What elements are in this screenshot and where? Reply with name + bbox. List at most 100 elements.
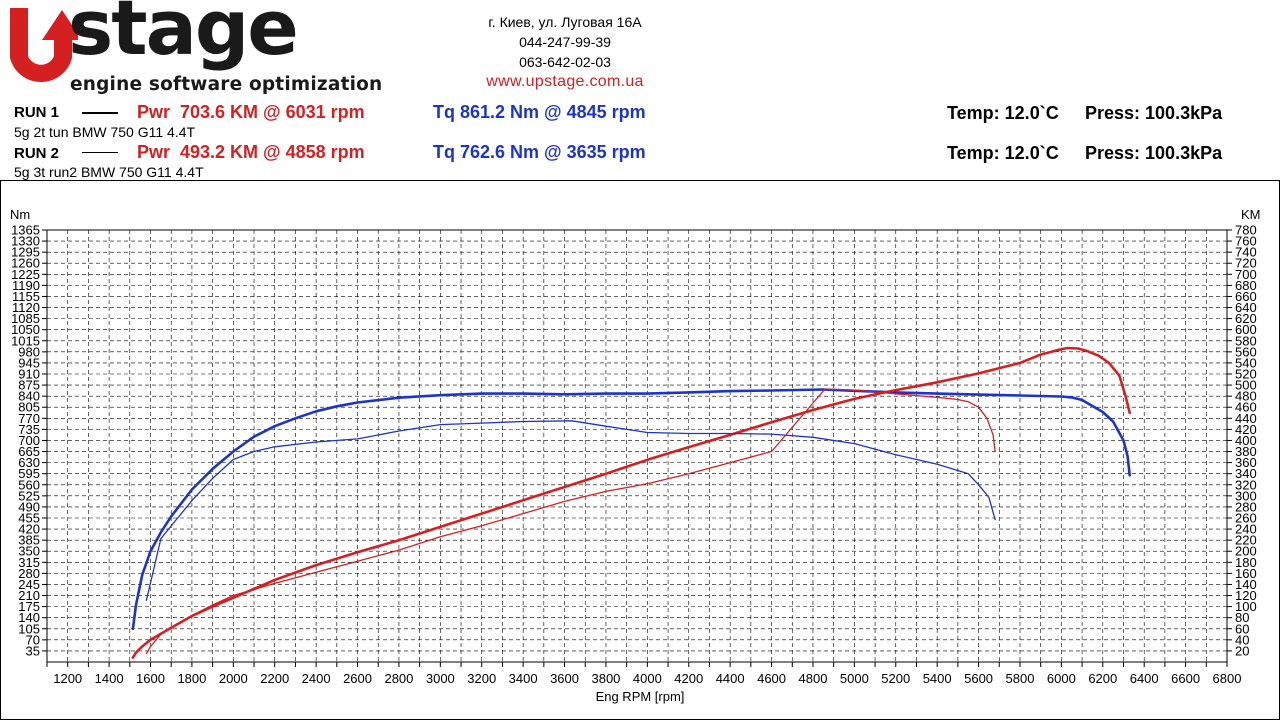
run-2-temp: Temp: 12.0`C (947, 143, 1059, 163)
x-tick-label: 6600 (1171, 671, 1200, 686)
y-right-tick-label: 400 (1235, 433, 1257, 448)
y-left-tick-label: 595 (18, 466, 40, 481)
run-1-torque-summary: Tq 861.2 Nm @ 4845 rpm (433, 102, 646, 122)
x-tick-label: 3600 (550, 671, 579, 686)
y-left-tick-label: 490 (18, 499, 40, 514)
x-tick-label: 6800 (1213, 671, 1242, 686)
x-tick-label: 2800 (384, 671, 413, 686)
y-right-tick-label: 160 (1235, 566, 1257, 581)
y-right-tick-label: 440 (1235, 411, 1257, 426)
x-tick-label: 4000 (633, 671, 662, 686)
y-right-tick-label: 340 (1235, 466, 1257, 481)
x-tick-label: 1800 (177, 671, 206, 686)
y-left-tick-label: 1295 (11, 245, 40, 260)
website-link[interactable]: www.upstage.com.ua (486, 73, 644, 90)
run-2-line-swatch (82, 152, 118, 153)
y-right-tick-label: 380 (1235, 444, 1257, 459)
y-right-tick-label: 520 (1235, 367, 1257, 382)
y-right-tick-label: 280 (1235, 499, 1257, 514)
right-axis-unit: KM (1241, 207, 1261, 222)
y-right-tick-label: 620 (1235, 311, 1257, 326)
phone-2-text: 063-642-02-03 (519, 54, 611, 70)
logo-tagline: engine software optimization (70, 74, 383, 95)
y-left-tick-label: 1085 (11, 311, 40, 326)
left-axis-unit: Nm (10, 207, 30, 222)
x-tick-label: 4200 (674, 671, 703, 686)
x-tick-label: 5000 (840, 671, 869, 686)
series-line-run1-torque (131, 388, 1131, 631)
run-1-press: Press: 100.3kPa (1085, 103, 1223, 123)
y-left-tick-label: 280 (18, 566, 40, 581)
x-tick-label: 6400 (1130, 671, 1159, 686)
y-right-tick-label: 120 (1235, 588, 1257, 603)
run-1-name: RUN 1 (14, 104, 60, 121)
y-right-tick-label: 200 (1235, 544, 1257, 559)
y-left-tick-label: 805 (18, 400, 40, 415)
x-tick-label: 3400 (509, 671, 538, 686)
y-left-tick-label: 1365 (11, 223, 40, 238)
y-left-tick-label: 1155 (12, 289, 40, 304)
y-right-tick-label: 740 (1235, 245, 1257, 260)
x-tick-label: 5800 (1006, 671, 1035, 686)
y-left-tick-label: 980 (18, 344, 40, 359)
x-axis-label: Eng RPM [rpm] (596, 689, 685, 704)
y-left-tick-label: 875 (18, 378, 40, 393)
y-right-tick-label: 300 (1235, 488, 1257, 503)
series-line-run2-torque (145, 420, 996, 601)
y-right-tick-label: 600 (1235, 322, 1257, 337)
y-left-tick-label: 1330 (11, 234, 40, 249)
x-tick-label: 2000 (219, 671, 248, 686)
y-right-tick-label: 220 (1235, 533, 1257, 548)
y-left-tick-label: 665 (18, 444, 40, 459)
y-right-tick-label: 680 (1235, 278, 1257, 293)
y-right-tick-label: 700 (1235, 267, 1257, 282)
y-left-tick-label: 1260 (11, 256, 40, 271)
plot-area (46, 229, 1228, 663)
dyno-chart: Nm KM Eng RPM [rpm] 1200 1400 1600 1800 2000… (0, 180, 1280, 720)
y-right-tick-label: 20 (1235, 643, 1249, 658)
x-tick-label: 1400 (95, 671, 124, 686)
run-2-description: 5g 3t run2 BMW 750 G11 4.4T (14, 164, 204, 180)
y-left-tick-label: 455 (18, 511, 40, 526)
upstage-logo: stage engine software optimization (6, 0, 406, 96)
y-right-tick-label: 660 (1235, 289, 1257, 304)
y-left-tick-label: 210 (18, 588, 40, 603)
x-tick-label: 5400 (923, 671, 952, 686)
run-2-power-summary: Pwr 493.2 KM @ 4858 rpm (137, 142, 365, 162)
contacts-block: г. Киев, ул. Луговая 16А 044-247-99-39 0… (440, 12, 690, 92)
chart-frame (0, 180, 1280, 720)
y-right-tick-label: 140 (1235, 577, 1257, 592)
x-tick-label: 3000 (426, 671, 455, 686)
y-left-tick-label: 350 (18, 544, 40, 559)
y-right-tick-label: 540 (1235, 355, 1257, 370)
y-right-tick-label: 480 (1235, 389, 1257, 404)
y-right-tick-label: 320 (1235, 477, 1257, 492)
x-tick-label: 3800 (591, 671, 620, 686)
y-left-tick-label: 840 (18, 389, 40, 404)
x-tick-label: 1600 (136, 671, 165, 686)
y-right-tick-label: 780 (1235, 223, 1257, 238)
y-left-tick-label: 420 (18, 522, 40, 537)
y-right-tick-label: 80 (1235, 610, 1249, 625)
y-left-tick-label: 1015 (11, 333, 40, 348)
run-2-torque-summary: Tq 762.6 Nm @ 3635 rpm (433, 142, 646, 162)
y-right-tick-label: 760 (1235, 234, 1257, 249)
y-right-tick-label: 60 (1235, 621, 1249, 636)
x-tick-label: 6200 (1088, 671, 1117, 686)
y-left-tick-label: 140 (18, 610, 40, 625)
y-left-tick-label: 385 (18, 533, 40, 548)
y-left-tick-label: 105 (18, 621, 40, 636)
y-left-tick-label: 560 (18, 477, 40, 492)
x-tick-label: 2200 (260, 671, 289, 686)
y-left-tick-label: 525 (18, 488, 40, 503)
y-right-tick-label: 640 (1235, 300, 1257, 315)
x-tick-label: 2400 (302, 671, 331, 686)
y-left-tick-label: 770 (18, 411, 40, 426)
chart-ticks: 1200 1400 1600 1800 2000 2200 2400 2600 2800 3000… (11, 223, 1257, 687)
x-tick-label: 5600 (964, 671, 993, 686)
y-right-tick-label: 460 (1235, 400, 1257, 415)
run-1-line-swatch (82, 112, 118, 114)
y-left-tick-label: 945 (18, 355, 40, 370)
address-text: г. Киев, ул. Луговая 16А (488, 14, 642, 30)
y-left-tick-label: 315 (18, 555, 40, 570)
